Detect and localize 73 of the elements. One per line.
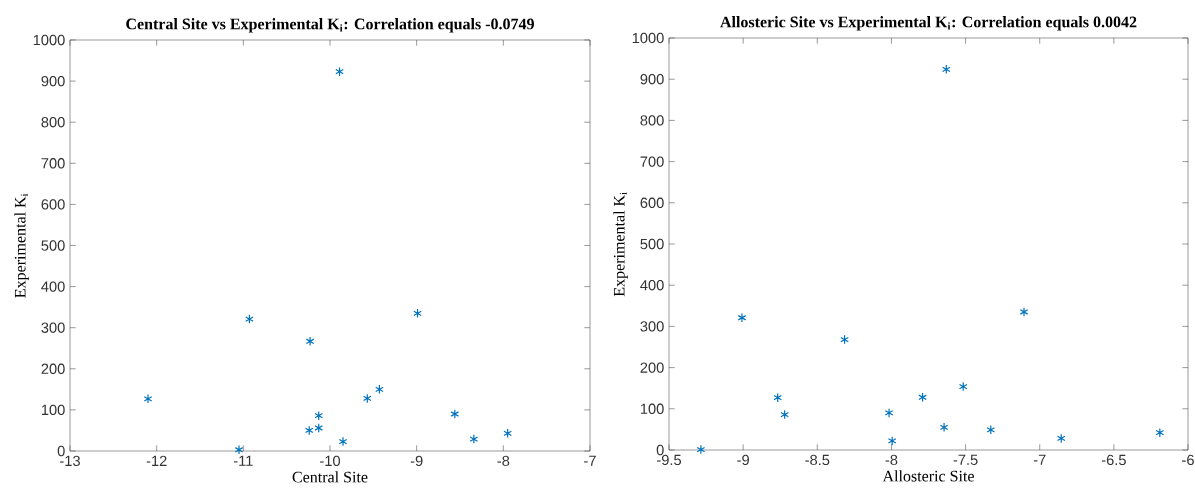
x-tick-label: -7: [1033, 454, 1046, 465]
y-tick-label: 600: [640, 197, 664, 208]
point: [335, 66, 344, 77]
x-tick-label: -11: [233, 455, 253, 466]
y-tick-label: 0: [656, 444, 664, 456]
point: [887, 436, 897, 446]
x-tick-label: -9.5: [657, 454, 682, 466]
y-tick-label: 0: [57, 445, 65, 457]
point: [304, 425, 314, 436]
point: [840, 334, 849, 345]
point: [234, 444, 244, 455]
x-tick-label: -9: [410, 455, 423, 467]
chart-title: Allosteric Site vs Experimental K$_{i}$: Correlation equals 0.0042: [720, 16, 1137, 31]
y-tick-label: 200: [41, 363, 65, 374]
point: [305, 336, 315, 347]
y-tick-label: 800: [640, 115, 664, 126]
y-tick-label: 900: [41, 75, 65, 87]
point: [375, 384, 384, 395]
point: [503, 428, 512, 439]
x-tick-label: -7.5: [953, 454, 978, 465]
y-tick-label: 400: [640, 280, 664, 291]
point: [314, 410, 324, 421]
point: [773, 392, 782, 403]
y-tick-label: 1000: [632, 32, 664, 44]
y-tick-label: 200: [640, 362, 664, 373]
point: [939, 422, 949, 433]
x-tick-label: -7: [584, 455, 596, 466]
y-tick-label: 300: [41, 322, 65, 333]
y-axis-title: Experimental K$_{i}$: [14, 193, 29, 298]
y-tick-label: 100: [41, 404, 65, 416]
y-tick-label: 500: [640, 238, 664, 250]
point: [958, 381, 968, 392]
x-tick-label: -6.5: [1101, 454, 1126, 466]
point: [737, 312, 747, 323]
point: [780, 409, 789, 420]
x-tick-label: -8.5: [805, 454, 830, 466]
y-tick-label: 900: [640, 74, 664, 85]
chart-title: Central Site vs Experimental K$_{i}$: Correlation equals -0.0749: [126, 18, 534, 33]
x-tick-label: -12: [146, 455, 167, 466]
point: [1155, 427, 1165, 438]
point: [469, 434, 479, 444]
y-tick-label: 300: [640, 321, 664, 332]
point: [245, 314, 254, 324]
point: [1056, 433, 1066, 444]
y-tick-label: 600: [41, 199, 65, 210]
y-tick-label: 700: [41, 158, 65, 169]
x-tick-label: -9: [737, 454, 749, 466]
y-tick-label: 100: [640, 403, 664, 414]
point: [143, 393, 153, 404]
y-axis-title: Experimental K$_{i}$: [613, 192, 628, 297]
point: [338, 436, 348, 447]
x-tick-label: -10: [320, 455, 341, 467]
point: [314, 423, 324, 433]
y-tick-label: 400: [41, 281, 65, 292]
y-tick-label: 1000: [33, 34, 65, 46]
point: [884, 408, 894, 418]
point: [413, 308, 422, 319]
x-axis-title: Allosteric Site: [882, 470, 974, 482]
point: [696, 444, 706, 455]
y-tick-label: 700: [640, 156, 664, 167]
x-tick-label: -8: [885, 454, 898, 466]
point: [942, 64, 951, 75]
point: [1019, 307, 1029, 317]
point: [450, 409, 460, 419]
y-tick-label: 500: [41, 240, 65, 251]
x-tick-label: -13: [60, 455, 80, 467]
point: [986, 424, 996, 435]
point: [362, 393, 372, 404]
x-tick-label: -8: [497, 455, 510, 467]
point: [918, 392, 927, 403]
x-axis-title: Central Site: [292, 471, 368, 483]
y-tick-label: 800: [41, 117, 65, 128]
x-tick-label: -6: [1182, 454, 1194, 466]
